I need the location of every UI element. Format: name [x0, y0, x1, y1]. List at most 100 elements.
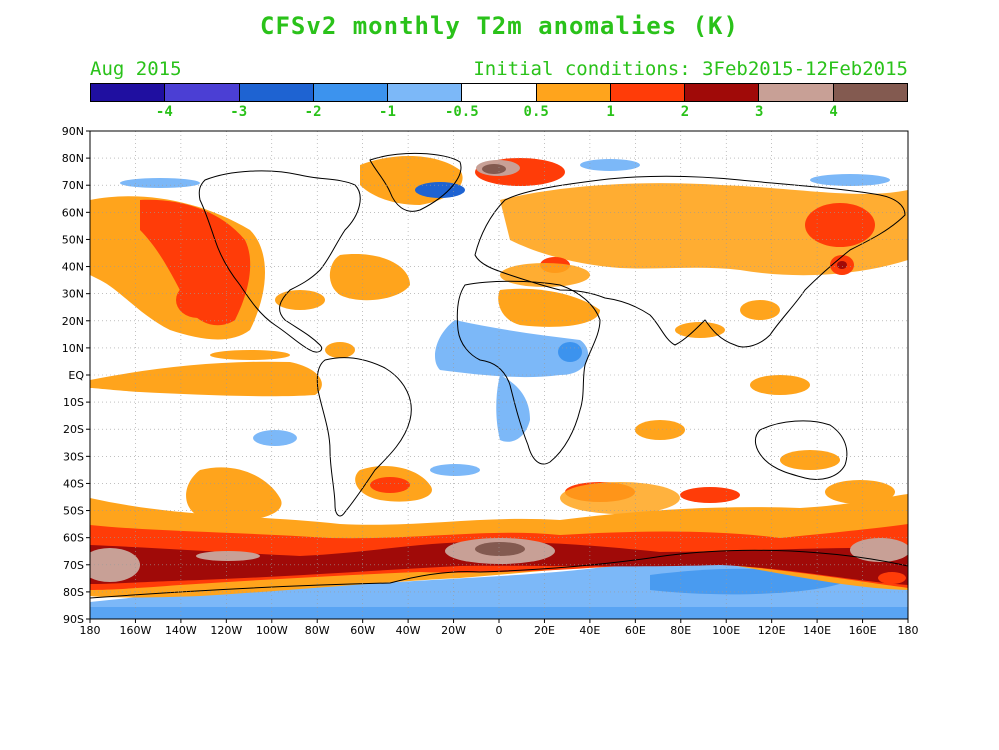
lat-label: 70S — [63, 559, 84, 572]
lat-label: 90S — [63, 613, 84, 626]
indian-ocean-warm-patch — [635, 420, 685, 440]
siberia-red-patch — [805, 203, 875, 247]
colorbar-swatch — [165, 84, 240, 101]
colorbar-swatch — [313, 84, 389, 101]
lon-label: 140E — [803, 624, 831, 637]
colorbar-swatch — [91, 84, 166, 101]
lon-label: 80E — [670, 624, 691, 637]
lat-label: 90N — [62, 125, 84, 138]
south-atlantic-red-patch — [370, 477, 410, 493]
lat-label: 80S — [63, 586, 84, 599]
colorbar-swatch — [536, 84, 611, 101]
lat-label: EQ — [68, 369, 84, 382]
lon-label: 100E — [712, 624, 740, 637]
south-america-coastline — [316, 357, 412, 517]
eurasia-coastline — [474, 175, 906, 348]
north-pacific-red-patch — [176, 282, 220, 318]
valid-month-label: Aug 2015 — [90, 58, 182, 80]
longitude-labels: 180 160W 140W 120W 100W 80W 60W 40W 20W 0 20E 40E 60… — [80, 619, 919, 637]
lon-label: 20E — [534, 624, 555, 637]
lat-label: 20N — [62, 315, 84, 328]
lon-label: 60W — [350, 624, 375, 637]
barents-brown-core — [482, 164, 506, 174]
japan-dark-red-core — [837, 261, 847, 269]
lon-label: 160E — [849, 624, 877, 637]
lat-label: 40S — [63, 477, 84, 490]
gulf-of-mexico-warm-patch — [275, 290, 325, 310]
lon-label: 160W — [120, 624, 152, 637]
lon-label: 40W — [396, 624, 421, 637]
lat-label: 80N — [62, 152, 84, 165]
colorbar-tick-label: -4 — [155, 104, 173, 120]
colorbar-swatch — [833, 84, 907, 101]
colorbar-swatch — [610, 84, 686, 101]
lat-label: 30N — [62, 288, 84, 301]
colorbar-swatch — [462, 84, 537, 101]
gulf-of-guinea-cool-region — [496, 375, 530, 442]
colorbar-tick-label: -2 — [304, 104, 322, 120]
lon-label: 80W — [305, 624, 330, 637]
colorbar-tick-label: -1 — [379, 104, 396, 120]
lon-label: 100W — [256, 624, 288, 637]
colorbar-swatch — [388, 84, 463, 101]
lon-label: 0 — [496, 624, 503, 637]
lat-label: 70N — [62, 179, 84, 192]
lat-label: 10N — [62, 342, 84, 355]
arctic-cool-patch — [580, 159, 640, 171]
australia-warm-patch — [780, 450, 840, 470]
greenland-cool-patch — [415, 182, 465, 198]
initial-conditions-label: Initial conditions: 3Feb2015-12Feb2015 — [473, 58, 908, 80]
lat-label: 30S — [63, 450, 84, 463]
lat-label: 20S — [63, 423, 84, 436]
tropical-atlantic-deep-cool — [558, 342, 582, 362]
australia-coastline — [754, 420, 848, 480]
colorbar-swatch — [759, 84, 834, 101]
lon-label: 60E — [625, 624, 646, 637]
colorbar-tick-label: 0.5 — [523, 104, 549, 120]
greenland-coastline — [369, 153, 462, 212]
south-indian-red-patch-2 — [680, 487, 740, 503]
ross-sea-red-patch — [878, 572, 906, 584]
colorbar-tick-label: -0.5 — [444, 104, 479, 120]
south-pacific-warm-patch — [186, 467, 282, 522]
colorbar-labels: -4 -3 -2 -1 -0.5 0.5 1 2 3 4 — [90, 104, 908, 120]
north-africa-warm-region — [498, 288, 600, 327]
lat-label: 50N — [62, 233, 84, 246]
chart-title: CFSv2 monthly T2m anomalies (K) — [260, 12, 739, 40]
eurasia-warm-region — [500, 183, 908, 276]
south-pacific-pink-patch — [196, 551, 260, 561]
lon-label: 180 — [898, 624, 919, 637]
colorbar-swatch — [685, 84, 760, 101]
lon-label: 120W — [210, 624, 242, 637]
lon-label: 140W — [165, 624, 197, 637]
north-pacific-stripe — [210, 350, 290, 360]
map-fill-layer — [90, 155, 908, 619]
north-atlantic-warm-patch — [329, 254, 410, 301]
colorbar — [90, 83, 908, 102]
southeast-asia-warm-patch — [740, 300, 780, 320]
latitude-labels: 90N 80N 70N 60N 50N 40N 30N 20N 10N EQ 10S 20S 30S 40… — [62, 125, 90, 626]
antarctica-bottom-band — [90, 607, 908, 619]
tasman-warm-patch — [825, 480, 895, 504]
colorbar-tick-label: 2 — [680, 104, 690, 120]
lat-label: 60N — [62, 206, 84, 219]
south-indian-warm-patch — [560, 482, 680, 514]
map-grid — [90, 131, 908, 619]
south-atlantic-cool-patch — [430, 464, 480, 476]
tropical-atlantic-cool-region — [435, 320, 589, 378]
india-warm-patch — [675, 322, 725, 338]
arctic-cool-patch-2 — [810, 174, 890, 186]
colorbar-tick-label: 3 — [755, 104, 764, 120]
colorbar-tick-label: 4 — [829, 104, 838, 120]
tropical-pacific-warm-band — [90, 361, 322, 397]
lon-label: 20W — [441, 624, 466, 637]
lat-label: 60S — [63, 532, 84, 545]
lon-label: 40E — [579, 624, 600, 637]
lat-label: 10S — [63, 396, 84, 409]
lat-label: 50S — [63, 505, 84, 518]
antarctica-coastline — [89, 549, 909, 599]
lon-label: 120E — [758, 624, 786, 637]
ross-sea-pink-patch — [850, 538, 908, 562]
colorbar-tick-label: 1 — [606, 104, 615, 120]
africa-coastline — [456, 280, 601, 465]
